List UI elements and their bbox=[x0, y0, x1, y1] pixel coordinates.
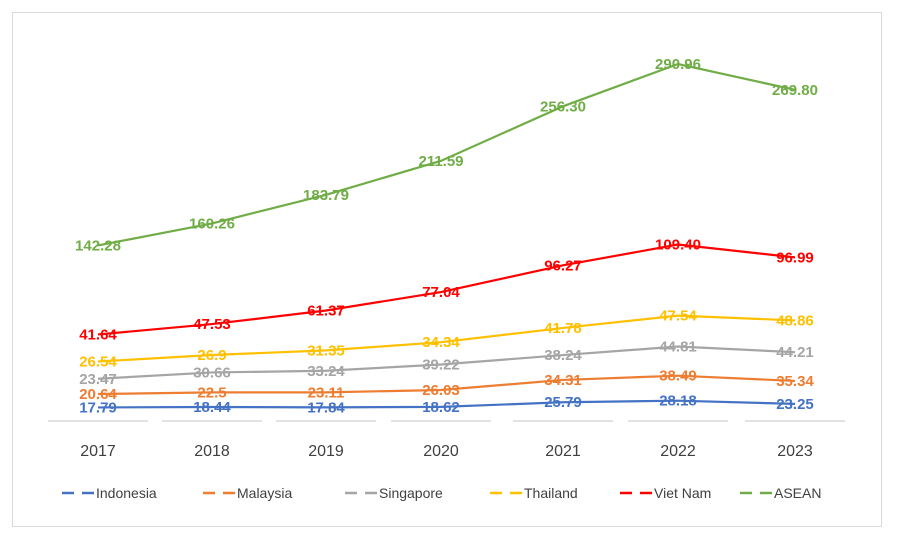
data-label: 26.9 bbox=[197, 347, 226, 364]
data-label: 142.28 bbox=[75, 237, 121, 254]
x-tick-label: 2019 bbox=[308, 443, 344, 460]
data-label: 48.86 bbox=[776, 312, 814, 329]
x-tick-label: 2018 bbox=[194, 443, 230, 460]
chart-frame bbox=[12, 12, 882, 527]
legend-item: Indonesia bbox=[62, 485, 157, 501]
data-label: 47.53 bbox=[193, 316, 231, 333]
data-label: 25.79 bbox=[544, 394, 582, 411]
data-label: 96.27 bbox=[544, 257, 582, 274]
data-label: 38.49 bbox=[659, 368, 697, 385]
legend-item: Viet Nam bbox=[620, 485, 711, 501]
data-label: 256.30 bbox=[540, 98, 586, 115]
data-label: 18.62 bbox=[422, 399, 460, 416]
data-label: 33.24 bbox=[307, 363, 345, 380]
data-label: 290.96 bbox=[655, 56, 701, 73]
data-label: 23.47 bbox=[79, 371, 117, 388]
data-label: 77.04 bbox=[422, 284, 460, 301]
legend-item: Thailand bbox=[490, 485, 578, 501]
data-label: 22.5 bbox=[197, 384, 226, 401]
x-tick-label: 2020 bbox=[423, 443, 459, 460]
x-tick-label: 2022 bbox=[660, 443, 696, 460]
x-tick-label: 2021 bbox=[545, 443, 581, 460]
data-label: 18.44 bbox=[193, 399, 231, 416]
data-label: 23.11 bbox=[308, 384, 345, 401]
legend-label: ASEAN bbox=[774, 485, 821, 501]
series-line bbox=[97, 345, 796, 380]
data-label: 269.80 bbox=[772, 82, 818, 99]
series-thailand: 26.54 26.9 31.35 34.34 41.78 47.54 48.86 bbox=[79, 308, 814, 371]
series-line bbox=[97, 374, 796, 396]
data-label: 17.79 bbox=[79, 399, 117, 416]
data-label: 35.34 bbox=[776, 373, 814, 390]
series-line bbox=[97, 399, 796, 409]
series-line bbox=[97, 62, 796, 247]
legend-item: Malaysia bbox=[203, 485, 292, 501]
legend-item: Singapore bbox=[345, 485, 443, 501]
data-label: 30.66 bbox=[193, 364, 231, 381]
series-viet-nam: 41.64 47.53 61.37 77.04 96.27 109.40 96.99 bbox=[79, 237, 814, 344]
legend-label: Indonesia bbox=[96, 485, 157, 501]
legend-label: Singapore bbox=[379, 485, 443, 501]
series-line bbox=[97, 314, 796, 363]
data-label: 41.78 bbox=[544, 320, 582, 337]
legend-label: Viet Nam bbox=[654, 485, 711, 501]
data-label: 39.22 bbox=[422, 356, 460, 373]
data-label: 31.35 bbox=[307, 342, 345, 359]
legend-item: ASEAN bbox=[740, 485, 821, 501]
data-label: 38.24 bbox=[544, 347, 582, 364]
legend-label: Malaysia bbox=[237, 485, 292, 501]
data-label: 23.25 bbox=[776, 396, 814, 413]
series-asean: 142.28 160.26 183.79 211.59 256.30 290.96 269.… bbox=[75, 56, 818, 254]
x-tick-label: 2017 bbox=[80, 443, 116, 460]
data-label: 34.34 bbox=[422, 334, 460, 351]
data-label: 183.79 bbox=[303, 187, 349, 204]
data-label: 26.03 bbox=[422, 382, 460, 399]
legend-label: Thailand bbox=[524, 485, 578, 501]
data-label: 44.21 bbox=[776, 344, 814, 361]
series-line bbox=[97, 243, 796, 336]
data-label: 44.81 bbox=[659, 339, 697, 356]
x-tick-label: 2023 bbox=[777, 443, 813, 460]
data-label: 160.26 bbox=[189, 215, 235, 232]
series-indonesia: 17.79 18.44 17.84 18.62 25.79 28.18 23.25 bbox=[79, 393, 814, 417]
data-label: 28.18 bbox=[659, 393, 697, 410]
data-label: 109.40 bbox=[655, 237, 701, 254]
series-singapore: 23.47 30.66 33.24 39.22 38.24 44.81 44.21 bbox=[79, 339, 814, 388]
series-malaysia: 20.64 22.5 23.11 26.03 34.31 38.49 35.34 bbox=[79, 368, 814, 403]
data-label: 26.54 bbox=[79, 354, 117, 371]
data-label: 20.64 bbox=[79, 386, 117, 403]
data-label: 211.59 bbox=[418, 153, 463, 170]
data-label: 41.64 bbox=[79, 326, 117, 343]
data-label: 17.84 bbox=[307, 399, 345, 416]
data-label: 61.37 bbox=[307, 303, 345, 320]
data-label: 96.99 bbox=[776, 249, 814, 266]
data-label: 47.54 bbox=[659, 308, 697, 325]
data-label: 34.31 bbox=[544, 372, 582, 389]
